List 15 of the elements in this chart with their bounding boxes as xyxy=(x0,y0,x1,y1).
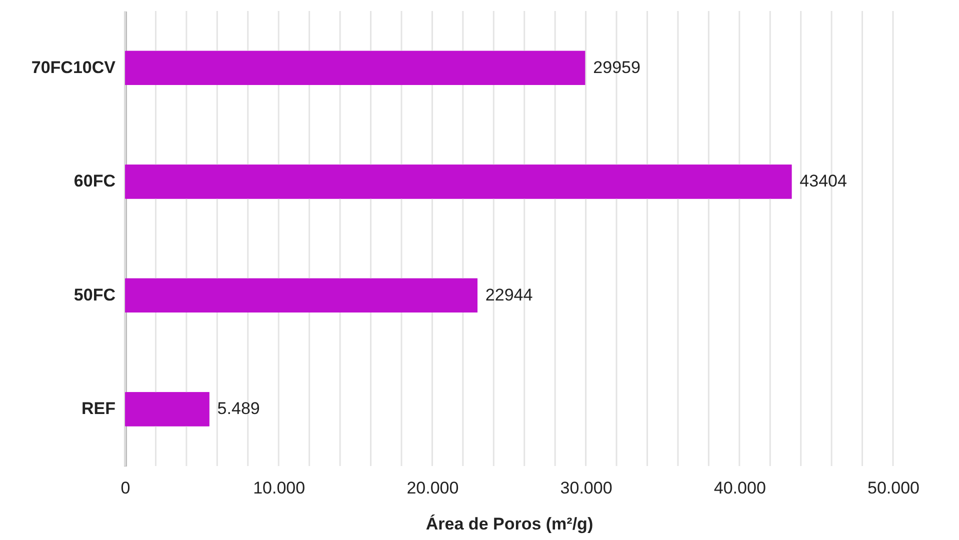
data-label: 29959 xyxy=(593,58,640,77)
x-tick-label: 40.000 xyxy=(714,478,766,498)
data-label: 22944 xyxy=(485,285,533,304)
y-tick-label: REF xyxy=(82,399,116,418)
x-tick-label: 30.000 xyxy=(560,478,612,498)
y-tick-label: 60FC xyxy=(74,172,116,191)
y-tick-label: 70FC10CV xyxy=(31,58,116,77)
x-tick-label: 20.000 xyxy=(406,478,459,498)
data-label: 5.489 xyxy=(217,399,260,418)
y-tick-label: 50FC xyxy=(74,285,116,304)
x-tick-label: 50.000 xyxy=(868,478,920,498)
x-axis-title: Área de Poros (m²/g) xyxy=(426,514,594,534)
data-label: 43404 xyxy=(800,172,847,191)
x-tick-label: 0 xyxy=(120,478,130,498)
x-tick-label: 10.000 xyxy=(253,478,306,498)
